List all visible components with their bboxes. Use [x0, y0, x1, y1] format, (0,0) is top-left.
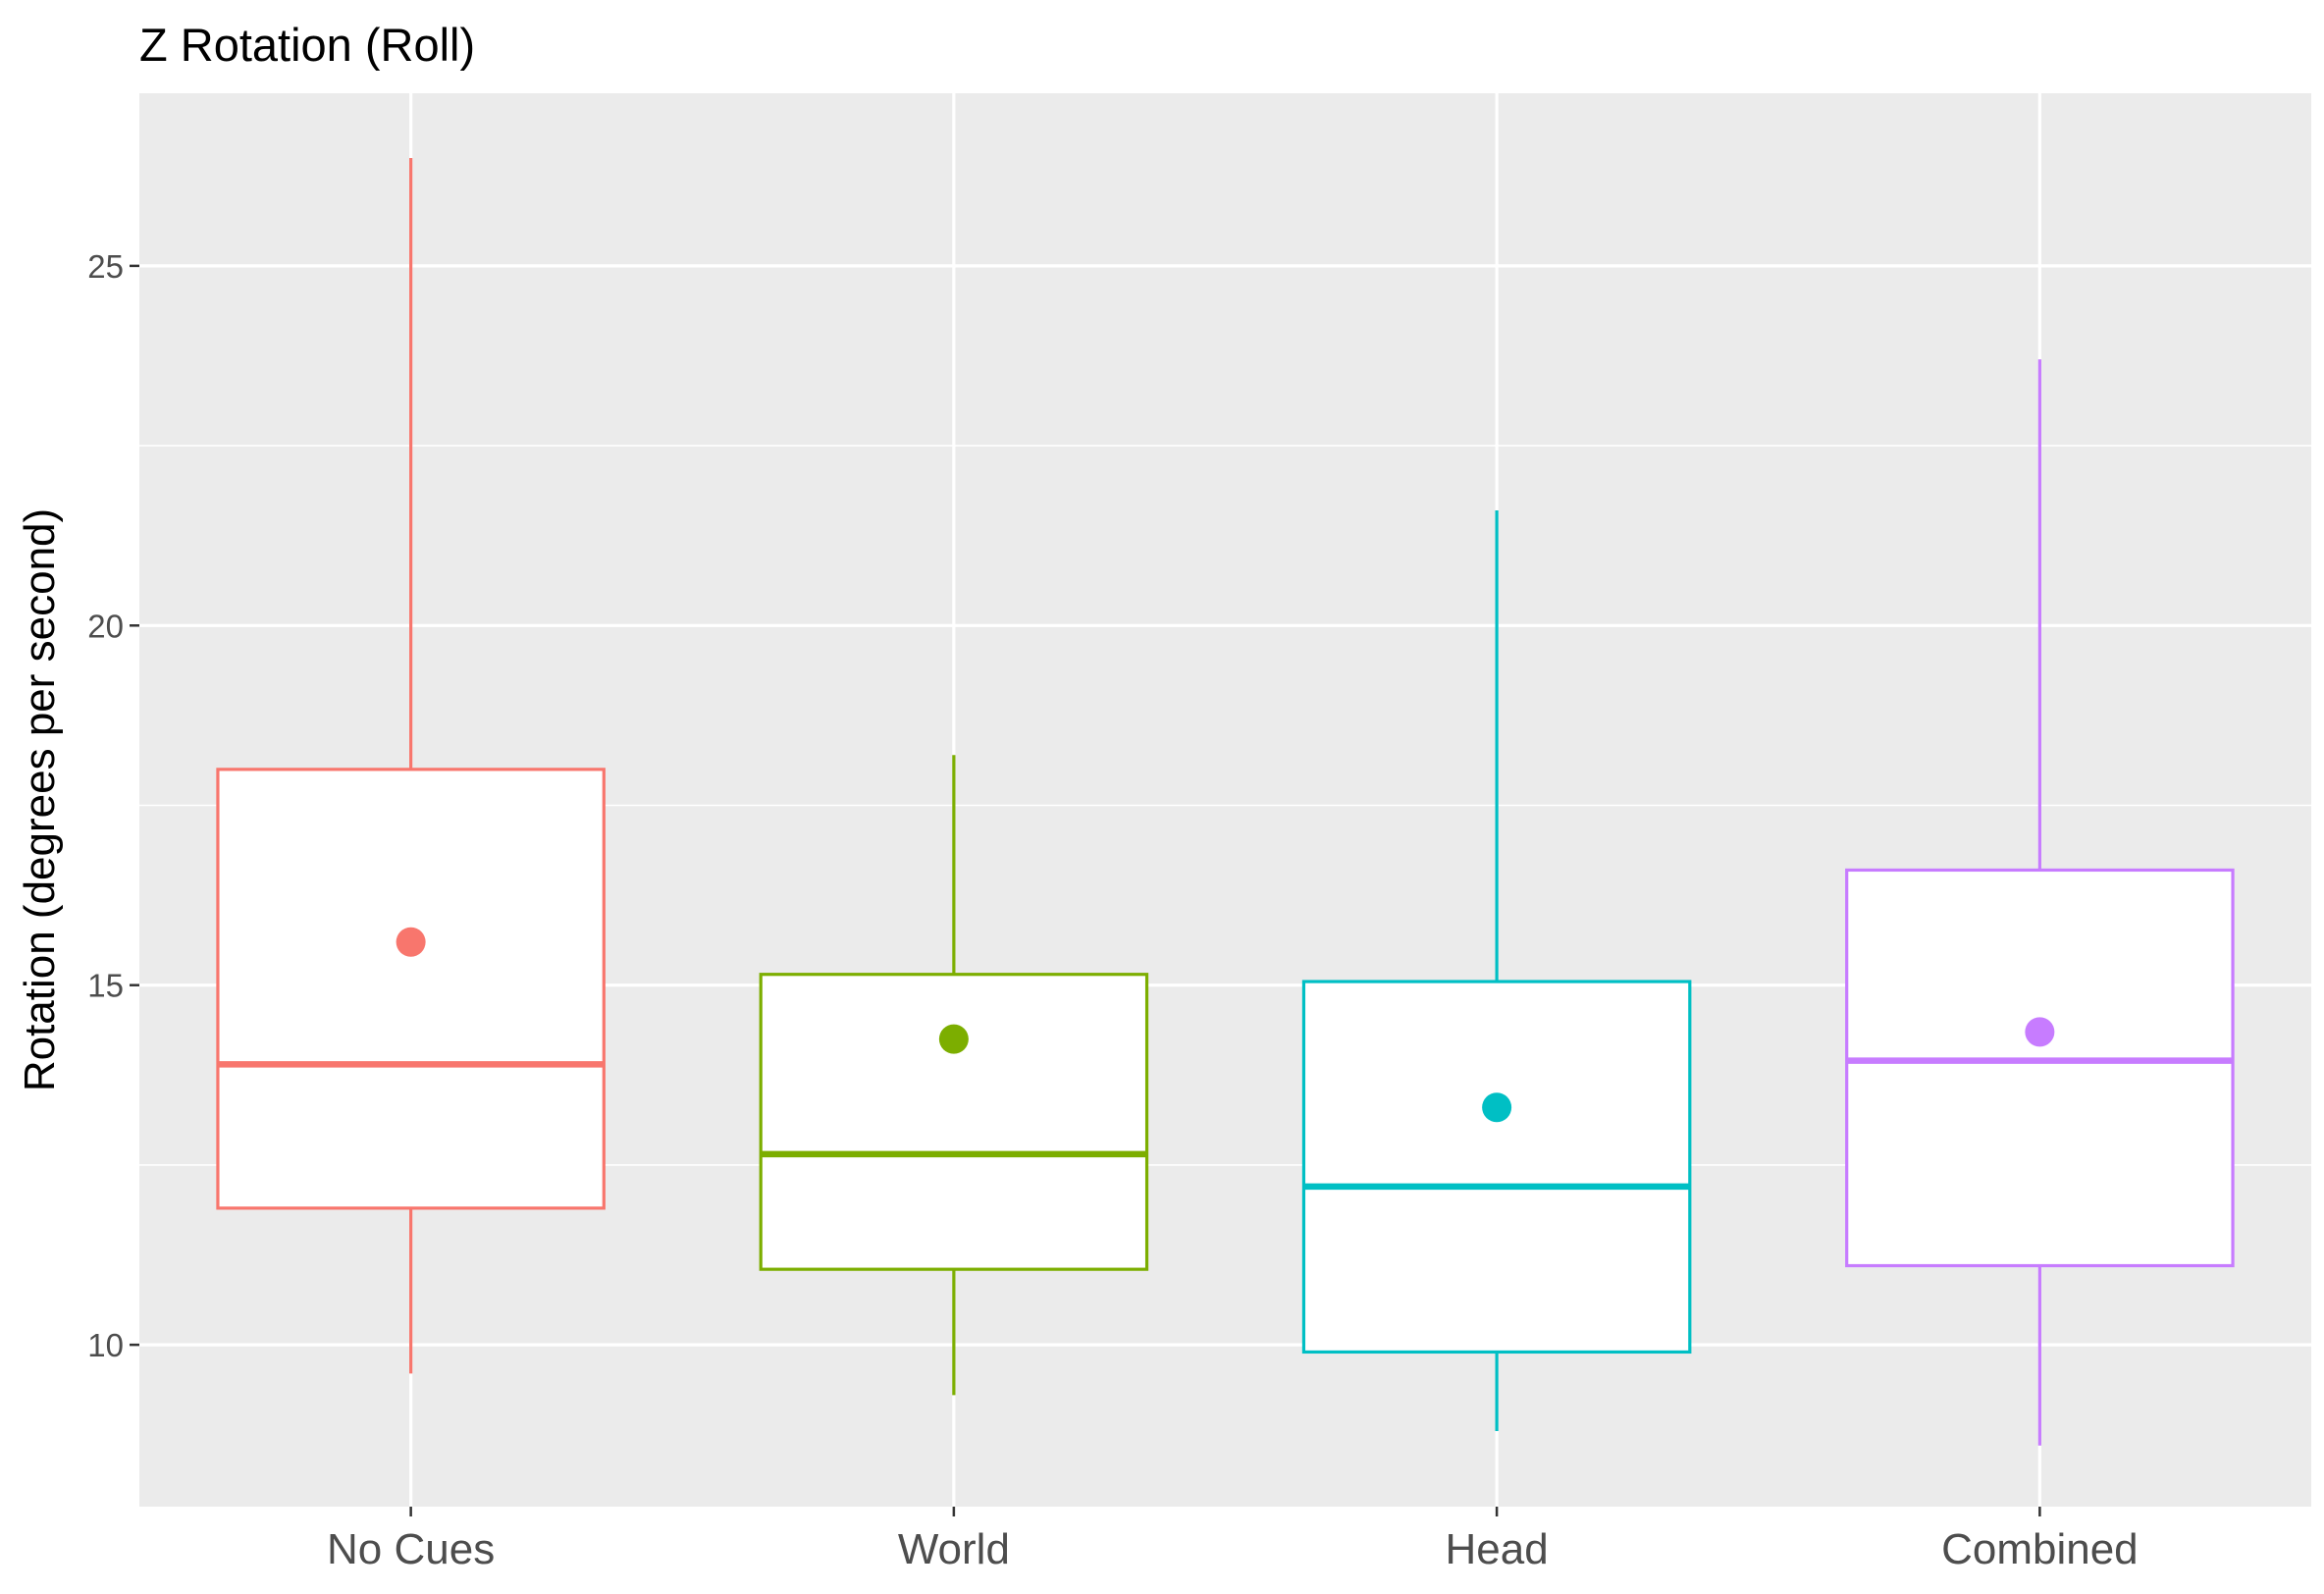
- y-axis: 10 15 20 25: [87, 248, 139, 1363]
- box-iqr: [1845, 868, 2235, 1268]
- box-head: [1301, 510, 1692, 1432]
- x-tick-label: Combined: [1941, 1525, 2139, 1573]
- box-iqr: [759, 973, 1149, 1271]
- y-tick-label: 25: [87, 248, 124, 285]
- chart-title: Z Rotation (Roll): [139, 19, 475, 71]
- box-combined: [1845, 359, 2235, 1446]
- x-tick-label: No Cues: [327, 1525, 495, 1573]
- y-tick-label: 20: [87, 608, 124, 644]
- box-series: [216, 157, 2235, 1446]
- x-axis: No Cues World Head Combined: [327, 1507, 2139, 1573]
- y-axis-label: Rotation (degrees per second): [16, 508, 64, 1091]
- box-iqr: [1301, 980, 1692, 1355]
- mean-point: [938, 1024, 969, 1054]
- mean-point: [1482, 1092, 1512, 1123]
- y-tick-label: 10: [87, 1327, 124, 1363]
- mean-point: [396, 927, 426, 957]
- mean-point: [2025, 1017, 2055, 1047]
- y-tick-label: 15: [87, 968, 124, 1004]
- x-tick-label: World: [898, 1525, 1010, 1573]
- x-tick-label: Head: [1446, 1525, 1549, 1573]
- box-world: [759, 755, 1149, 1396]
- box-no-cues: [216, 157, 606, 1374]
- box-iqr: [216, 768, 606, 1210]
